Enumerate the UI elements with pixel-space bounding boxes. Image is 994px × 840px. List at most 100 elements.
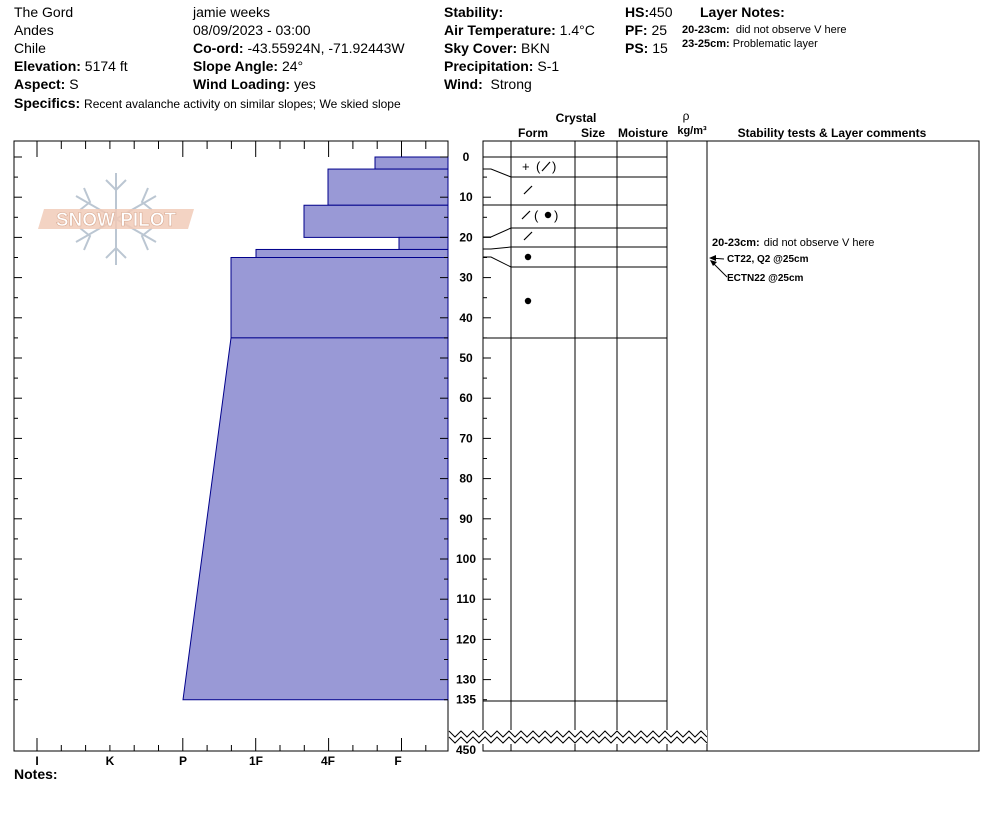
test-arrow-head bbox=[710, 260, 717, 266]
stability-test-result: CT22, Q2 @25cm bbox=[727, 254, 809, 265]
layer-note-range: 23-25cm: bbox=[682, 38, 730, 50]
layer-connector bbox=[483, 256, 512, 268]
paren-close: ) bbox=[554, 208, 558, 223]
hardness-layer-bar bbox=[303, 204, 449, 238]
coord-label: Co-ord: bbox=[193, 40, 244, 56]
rho-header: ρ bbox=[683, 109, 690, 123]
observer-name: jamie weeks bbox=[193, 4, 271, 20]
depth-axis-ticks bbox=[440, 156, 491, 701]
wind-label: Wind: bbox=[444, 76, 483, 92]
layer-note: 23-25cm: Problematic layer bbox=[682, 38, 818, 50]
rounded-grain-icon bbox=[524, 297, 532, 305]
hs-field: HS:450 bbox=[625, 4, 672, 20]
stability-comment: 20-23cm: did not observe V here bbox=[712, 237, 874, 249]
aspect-value: S bbox=[69, 76, 79, 92]
depth-label: 0 bbox=[463, 150, 470, 164]
depth-label: 90 bbox=[459, 512, 473, 526]
test-arrow-head bbox=[709, 255, 716, 261]
paren-open: ( bbox=[536, 159, 541, 174]
stability-label: Stability: bbox=[444, 4, 504, 20]
precip-value: S-1 bbox=[537, 58, 560, 74]
hardness-label: I bbox=[35, 754, 38, 768]
stability-field: Stability: bbox=[444, 4, 503, 20]
snowpilot-logo: SNOW PILOT bbox=[38, 173, 194, 265]
depth-label: 100 bbox=[456, 552, 476, 566]
depth-label: 110 bbox=[456, 592, 476, 606]
specifics-value: Recent avalanche activity on similar slo… bbox=[84, 97, 401, 111]
crystal-forms: +()() bbox=[521, 159, 558, 305]
wind-loading-field: Wind Loading: yes bbox=[193, 76, 316, 92]
crystal-form bbox=[523, 185, 533, 195]
crystal-table-rows bbox=[511, 156, 667, 702]
faceted-grain-icon bbox=[523, 185, 533, 195]
crystal-form: + () bbox=[522, 159, 556, 174]
depth-label: 70 bbox=[459, 431, 473, 445]
layer-connector bbox=[483, 246, 512, 250]
depth-label: 80 bbox=[459, 472, 473, 486]
hardness-layer-bar bbox=[374, 156, 449, 170]
depth-label: 30 bbox=[459, 271, 473, 285]
crystal-form bbox=[524, 297, 532, 305]
faceted-grain-icon bbox=[523, 231, 533, 241]
layer-note-range: 20-23cm: bbox=[682, 24, 730, 36]
depth-label: 450 bbox=[456, 743, 476, 757]
ps-field: PS: 15 bbox=[625, 40, 668, 56]
aspect-field: Aspect: S bbox=[14, 76, 79, 92]
paren-close: ) bbox=[552, 159, 556, 174]
layer-connector bbox=[483, 227, 512, 238]
hardness-label: P bbox=[179, 754, 187, 768]
depth-label: 130 bbox=[456, 673, 476, 687]
break-mask bbox=[449, 730, 707, 744]
faceted-grain-icon bbox=[521, 210, 531, 220]
layer-note: 20-23cm: did not observe V here bbox=[682, 24, 847, 36]
depth-break-zigzag bbox=[448, 730, 708, 744]
stability-comments: 20-23cm: did not observe V here CT22, Q2 … bbox=[709, 237, 874, 284]
slope-value: 24° bbox=[281, 58, 304, 74]
depth-label: 135 bbox=[456, 693, 476, 707]
ps-value: 15 bbox=[652, 40, 668, 56]
coord-value: -43.55924N, -71.92443W bbox=[247, 40, 405, 56]
wind-value: Strong bbox=[490, 76, 532, 92]
depth-label: 60 bbox=[459, 391, 473, 405]
layer-note-text: did not observe V here bbox=[735, 24, 847, 36]
hardness-layer-bar bbox=[230, 257, 449, 339]
elevation-label: Elevation: bbox=[14, 58, 81, 74]
ps-label: PS: bbox=[625, 40, 649, 56]
depth-label: 10 bbox=[459, 190, 473, 204]
precip-label: Precipitation: bbox=[444, 58, 534, 74]
depth-label: 20 bbox=[459, 230, 473, 244]
hs-label: HS: bbox=[625, 4, 650, 20]
depth-label: 50 bbox=[459, 351, 473, 365]
hardness-label: 4F bbox=[321, 754, 335, 768]
faceted-grain-icon bbox=[541, 161, 551, 172]
crystal-table-frame bbox=[482, 140, 980, 752]
air-temp-field: Air Temperature: 1.4°C bbox=[444, 22, 595, 38]
zigzag-line bbox=[448, 730, 708, 738]
aspect-label: Aspect: bbox=[14, 76, 66, 92]
density-unit-header: kg/m³ bbox=[677, 125, 707, 137]
hardness-top-ticks bbox=[14, 141, 427, 751]
country-name: Chile bbox=[14, 40, 46, 56]
hardness-layer-bar bbox=[398, 236, 449, 250]
stability-test-result: ECTN22 @25cm bbox=[727, 273, 804, 284]
specifics-label: Specifics: bbox=[14, 95, 81, 111]
hardness-axis-labels: I K P 1F 4F F bbox=[35, 754, 401, 768]
stability-header: Stability tests & Layer comments bbox=[738, 126, 927, 140]
specifics-field: Specifics: Recent avalanche activity on … bbox=[14, 95, 401, 112]
precip-field: Precipitation: S-1 bbox=[444, 58, 559, 74]
form-header: Form bbox=[518, 126, 548, 140]
wind-field: Wind: Strong bbox=[444, 76, 532, 92]
elevation-value: 5174 ft bbox=[84, 58, 128, 74]
hardness-label: F bbox=[394, 754, 401, 768]
notes-label: Notes: bbox=[14, 766, 58, 782]
coord-field: Co-ord: -43.55924N, -71.92443W bbox=[193, 40, 405, 56]
size-header: Size bbox=[581, 126, 605, 140]
rounded-grain-icon bbox=[544, 211, 552, 219]
hardness-bars bbox=[182, 156, 449, 701]
layer-note-text: Problematic layer bbox=[732, 38, 818, 50]
moisture-header: Moisture bbox=[618, 126, 668, 140]
layer-connector-lines bbox=[483, 156, 512, 702]
logo-text: SNOW PILOT bbox=[56, 210, 177, 231]
sky-cover-field: Sky Cover: BKN bbox=[444, 40, 550, 56]
